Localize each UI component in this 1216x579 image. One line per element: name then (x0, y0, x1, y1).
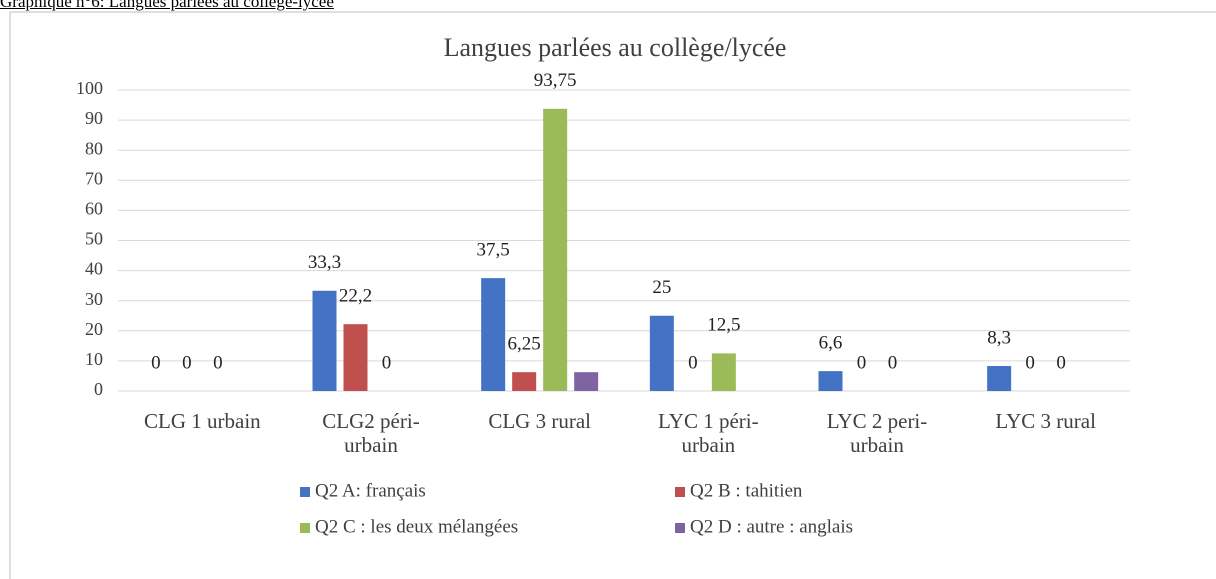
y-tick-label: 80 (85, 138, 103, 158)
bar (481, 278, 506, 391)
data-label: 12,5 (707, 315, 740, 336)
data-label: 6,6 (819, 332, 843, 353)
data-label: 0 (1056, 352, 1066, 373)
bar (574, 372, 599, 391)
legend-swatch (675, 523, 685, 533)
bar (543, 108, 568, 391)
legend-swatch (300, 487, 310, 497)
legend-swatch (300, 523, 310, 533)
bar (711, 353, 736, 391)
legend-swatch (675, 487, 685, 497)
y-tick-label: 70 (85, 168, 103, 188)
bar (512, 372, 537, 391)
x-tick-label: LYC 3 rural (995, 409, 1096, 433)
legend-label: Q2 B : tahitien (690, 480, 803, 501)
bar (343, 324, 368, 391)
data-label: 0 (688, 352, 698, 373)
data-label: 0 (888, 352, 898, 373)
y-tick-label: 30 (85, 289, 103, 309)
bar (649, 315, 674, 391)
x-tick-label: CLG 1 urbain (144, 409, 261, 433)
y-tick-label: 20 (85, 319, 103, 339)
data-label: 0 (857, 352, 867, 373)
bar (818, 371, 843, 391)
data-label: 25 (652, 277, 671, 298)
y-tick-label: 40 (85, 259, 103, 279)
data-label: 0 (182, 352, 192, 373)
x-tick-label: LYC 2 peri-urbain (826, 409, 928, 457)
y-tick-label: 10 (85, 349, 103, 369)
x-tick-label: LYC 1 péri-urbain (658, 409, 759, 457)
legend-label: Q2 A: français (315, 480, 426, 501)
caption: Graphique n°6: Langues parlées au collèg… (0, 0, 334, 11)
data-label: 0 (151, 352, 161, 373)
data-label: 33,3 (308, 252, 341, 273)
y-tick-label: 0 (94, 379, 103, 399)
legend-label: Q2 C : les deux mélangées (315, 516, 518, 537)
x-tick-label: CLG2 péri-urbain (322, 409, 420, 457)
y-tick-label: 90 (85, 108, 103, 128)
y-tick-label: 60 (85, 199, 103, 219)
data-label: 6,25 (508, 334, 541, 355)
y-tick-label: 100 (76, 78, 103, 98)
bar (987, 366, 1012, 391)
data-label: 0 (382, 352, 392, 373)
x-tick-label: CLG 3 rural (488, 409, 591, 433)
y-tick-label: 50 (85, 229, 103, 249)
chart-frame (9, 11, 1216, 579)
data-label: 37,5 (477, 239, 510, 260)
legend-label: Q2 D : autre : anglais (690, 516, 853, 537)
data-label: 0 (213, 352, 223, 373)
bar (312, 290, 337, 391)
data-label: 0 (1025, 352, 1035, 373)
chart-title: Langues parlées au collège/lycée (444, 33, 787, 62)
data-label: 8,3 (987, 327, 1011, 348)
data-label: 93,75 (534, 70, 577, 91)
data-label: 22,2 (339, 286, 372, 307)
